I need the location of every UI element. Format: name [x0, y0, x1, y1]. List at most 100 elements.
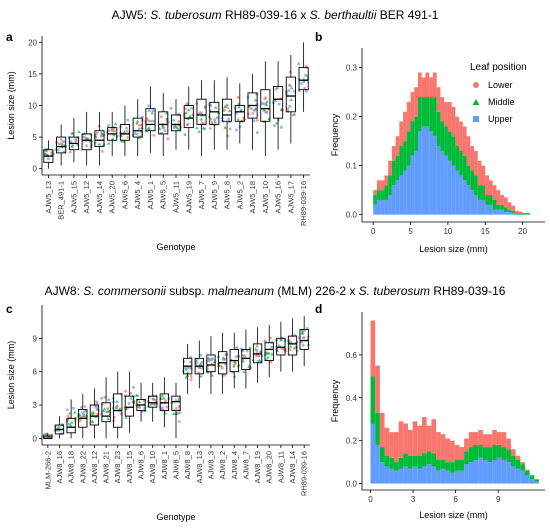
hist-bar-lower: [510, 449, 516, 456]
data-point: [189, 378, 193, 382]
data-point: [241, 359, 244, 362]
data-point: [245, 349, 249, 353]
data-point: [306, 327, 309, 330]
box: [285, 76, 296, 113]
data-point: [292, 112, 297, 116]
y-axis-title: Frequency: [330, 379, 340, 422]
x-tick-label: 20: [518, 227, 527, 236]
hist-bar-lower: [515, 210, 519, 214]
data-point: [93, 405, 97, 408]
data-point: [65, 408, 69, 412]
hist-bar-middle: [468, 447, 474, 463]
data-point: [166, 137, 170, 141]
x-tick-label: AJW8_6: [137, 451, 146, 479]
data-point: [262, 107, 266, 111]
hist-bar-middle: [403, 453, 408, 467]
x-tick-label: BER_491-1: [57, 181, 66, 220]
data-point: [301, 343, 305, 347]
hist-bar-middle: [455, 146, 460, 171]
hist-bar-middle: [487, 447, 493, 463]
hist-bar-lower: [436, 87, 441, 112]
data-point: [107, 124, 110, 127]
hist-bar-middle: [524, 470, 530, 475]
data-point: [286, 107, 290, 111]
hist-bar-middle: [454, 459, 460, 471]
data-point: [183, 366, 187, 370]
data-point: [113, 122, 118, 126]
data-point: [227, 109, 232, 113]
hist-bar-lower: [395, 136, 400, 156]
hist-bar-lower: [417, 425, 423, 456]
data-point: [176, 411, 180, 415]
hist-bar-upper: [395, 180, 400, 215]
data-point: [243, 354, 247, 358]
hist-bar-middle: [436, 111, 441, 147]
panel-letter-c: c: [6, 302, 13, 316]
x-tick-label: AJW8_15: [125, 451, 134, 484]
hist-bar-middle: [407, 455, 413, 469]
data-point: [77, 130, 81, 134]
x-tick-label: AJW5_2: [235, 181, 244, 209]
data-point: [270, 345, 274, 349]
hist-bar-middle: [500, 204, 504, 210]
hist-bar-middle: [399, 146, 404, 176]
hist-bar-lower: [393, 432, 399, 463]
x-tick-label: AJW5_1: [146, 181, 155, 209]
data-point: [270, 352, 274, 356]
hist-bar-upper: [529, 479, 535, 484]
data-point: [69, 140, 73, 143]
hist-bar-middle: [440, 121, 445, 151]
hist-bar-middle: [466, 165, 471, 186]
hist-bar-middle: [485, 195, 489, 205]
data-point: [184, 368, 188, 372]
x-tick-label: 3: [411, 495, 416, 504]
data-point: [122, 130, 127, 134]
x-tick-label: AJW8_4: [230, 451, 239, 479]
data-point: [189, 375, 193, 378]
hist-bar-upper: [507, 212, 512, 215]
box: [206, 354, 216, 373]
x-tick-label: 9: [496, 495, 501, 504]
x-tick-label: AJW5_9: [210, 181, 219, 209]
data-point: [274, 87, 278, 91]
hist-bar-lower: [426, 425, 432, 452]
hist-bar-upper: [418, 131, 422, 215]
hist-bar-middle: [425, 97, 430, 127]
hist-bar-lower: [399, 121, 404, 147]
data-point: [200, 360, 204, 364]
x-tick-label: 6: [453, 495, 458, 504]
data-point: [177, 120, 181, 123]
box: [94, 130, 105, 148]
hist-bar-middle: [373, 195, 377, 205]
data-point: [150, 111, 154, 115]
hist-bar-middle: [406, 131, 411, 166]
data-point: [183, 107, 187, 110]
hist-bar-lower: [425, 72, 430, 98]
data-point: [110, 129, 114, 133]
hist-bar-upper: [524, 474, 530, 484]
hist-bar-lower: [468, 432, 474, 448]
hist-bar-middle: [403, 141, 407, 171]
hist-bar-lower: [376, 180, 381, 191]
hist-bar-upper: [399, 175, 404, 215]
x-tick-label: AJW5_11: [172, 181, 181, 213]
hist-bar-middle: [515, 213, 519, 215]
box: [183, 105, 194, 129]
hist-bar-upper: [478, 457, 483, 484]
hist-bar-upper: [389, 468, 394, 484]
y-tick-label: 3: [33, 401, 38, 410]
data-point: [81, 135, 85, 139]
hist-bar-lower: [473, 432, 479, 445]
hist-bar-middle: [492, 444, 497, 460]
x-tick-label: AJW5_18: [248, 181, 257, 214]
hist-bar-lower: [447, 101, 452, 132]
box: [148, 395, 158, 408]
data-point: [184, 110, 188, 114]
data-point: [255, 118, 259, 122]
y-tick-label: 0.0: [346, 211, 358, 220]
data-point: [125, 126, 128, 130]
data-point: [80, 411, 84, 414]
